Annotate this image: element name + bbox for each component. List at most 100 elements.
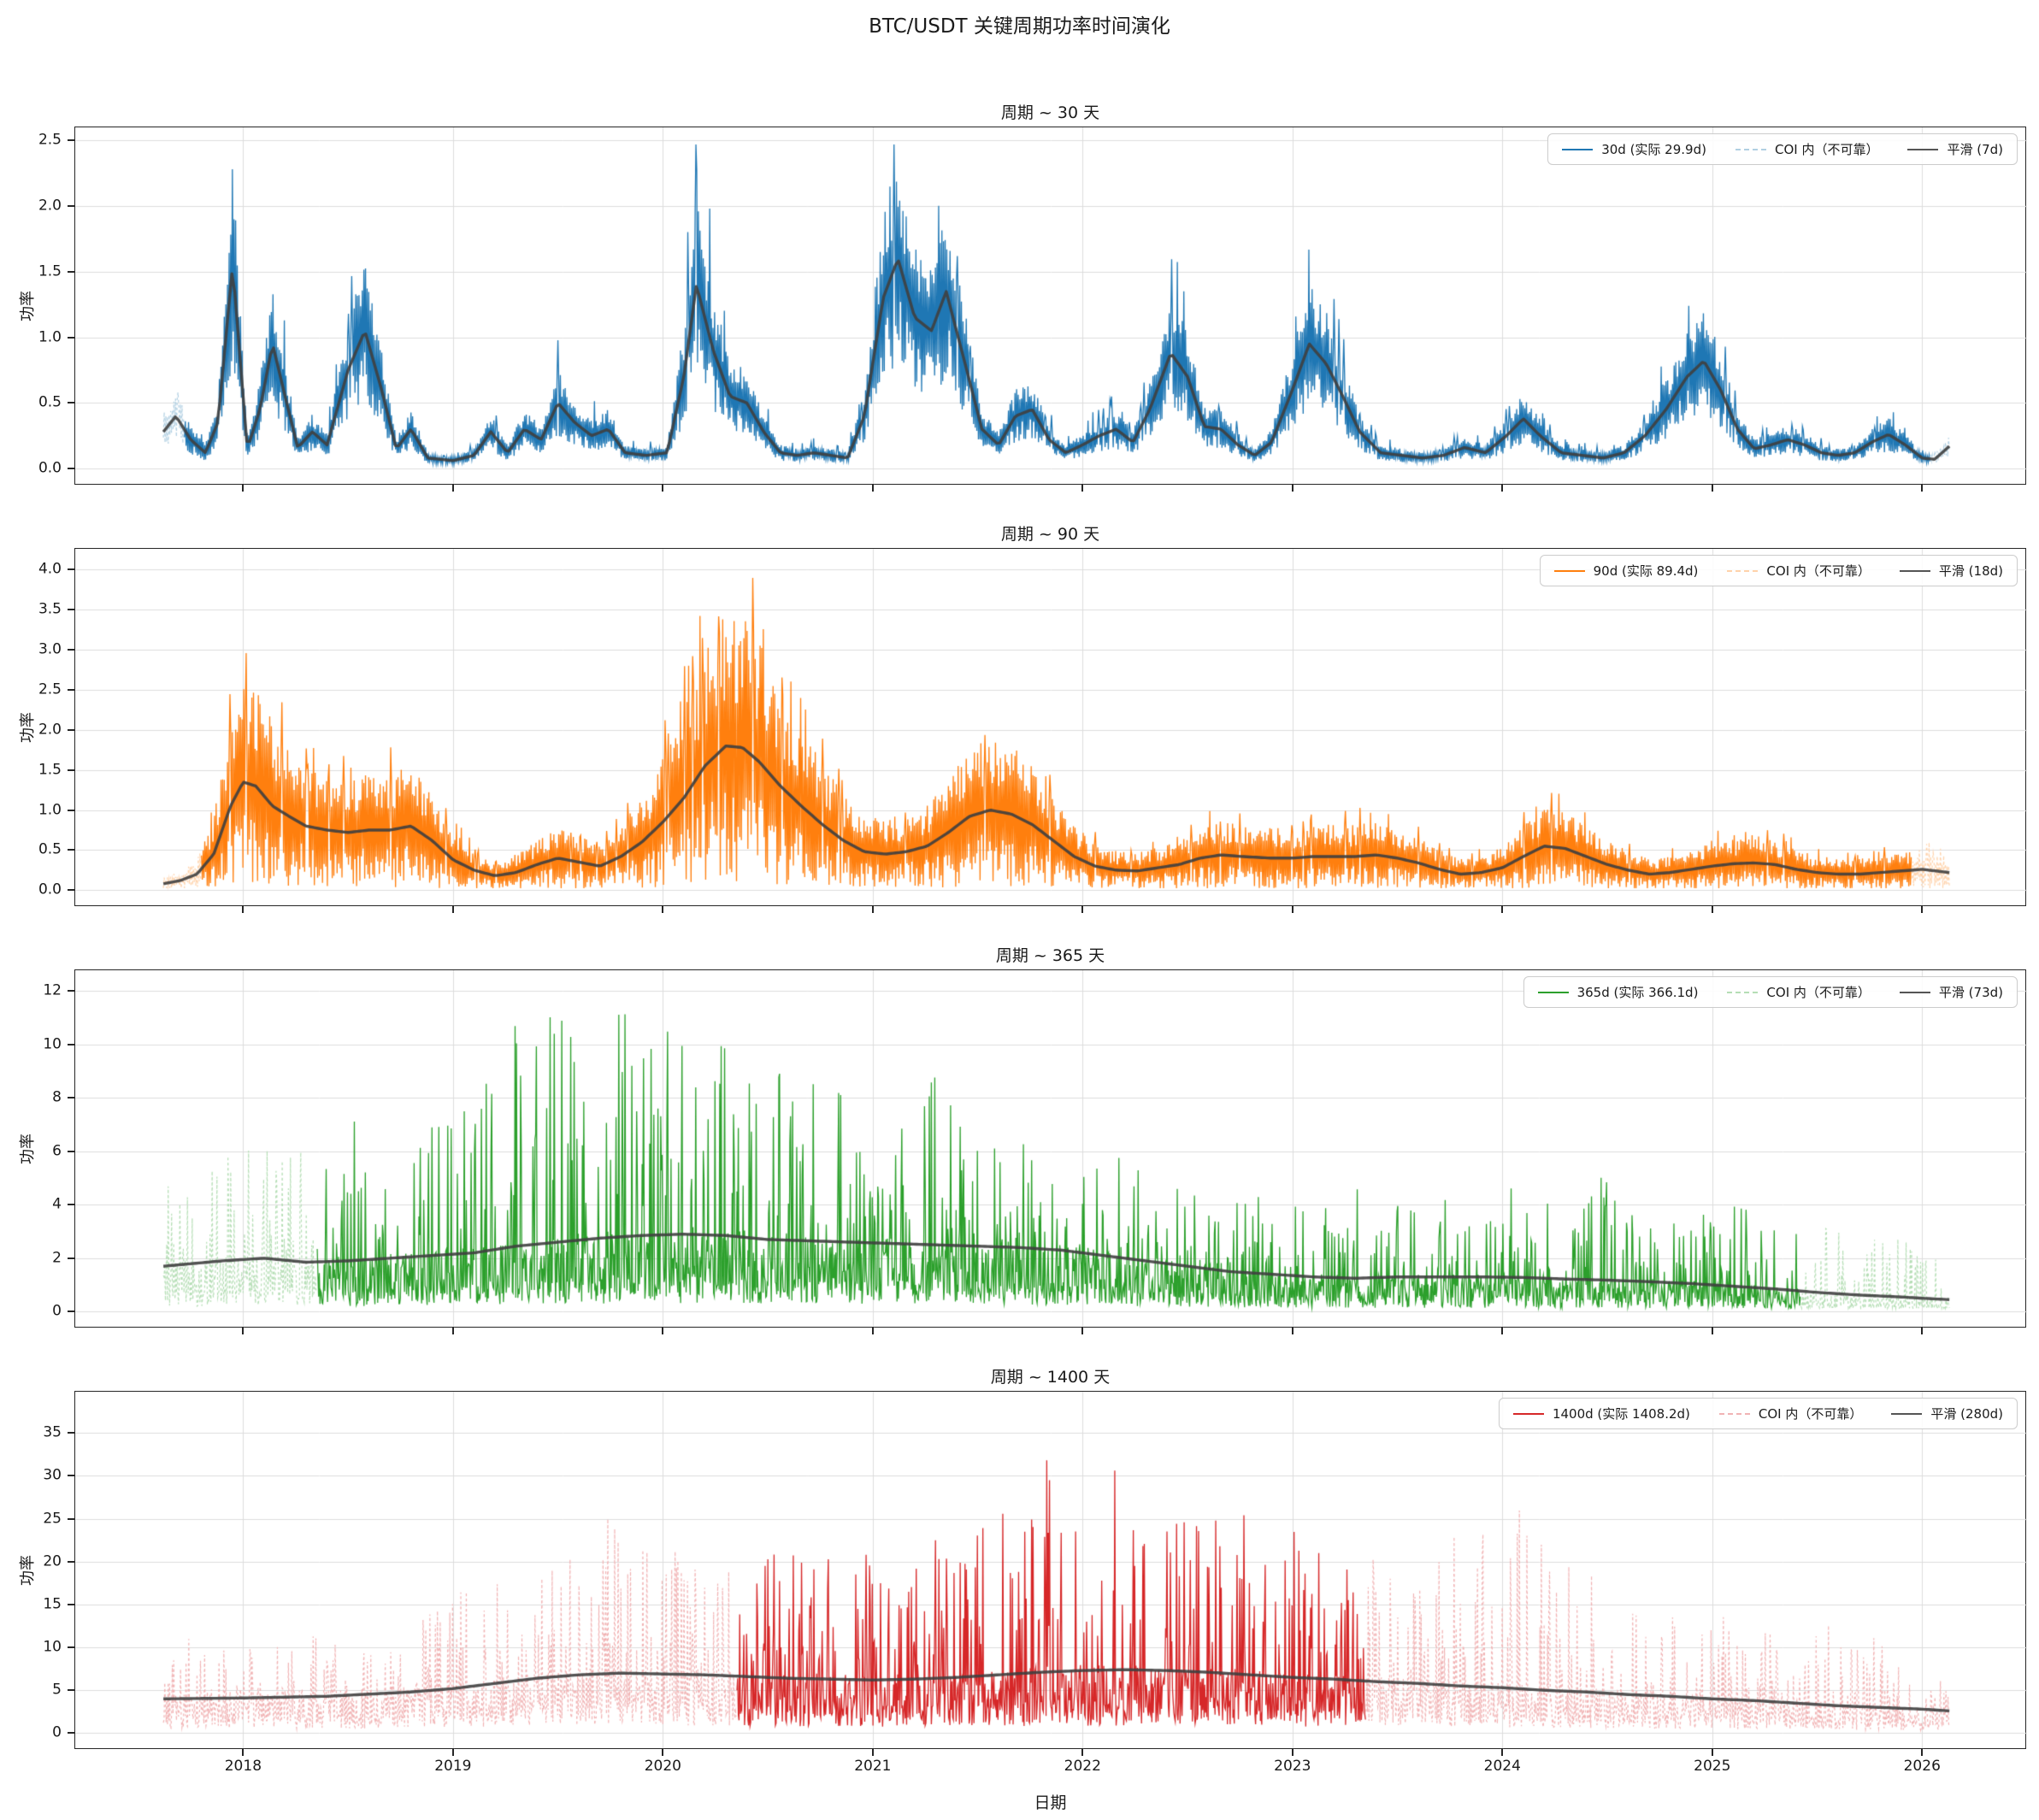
panel-365d: 周期 ~ 365 天 功率 365d (实际 366.1d) COI 内（不可靠）… (19, 946, 2027, 1334)
panel-title-30d: 周期 ~ 30 天 (1000, 103, 1100, 122)
x-tick-mark (1711, 1327, 1713, 1334)
x-tick-mark (1711, 484, 1713, 492)
y-tick-label: 0 (52, 1302, 62, 1320)
y-tick-mark (68, 1603, 75, 1605)
y-tick-mark (68, 1204, 75, 1206)
y-tick-label: 5 (52, 1681, 62, 1699)
x-tick-mark (1081, 905, 1084, 913)
y-tick-mark (68, 1257, 75, 1259)
y-tick-label: 15 (43, 1595, 62, 1613)
legend-label: 365d (实际 366.1d) (1576, 985, 1699, 1000)
y-tick-label: 20 (43, 1552, 62, 1570)
panel-title-90d: 周期 ~ 90 天 (1000, 525, 1100, 544)
x-tick-label: 2021 (854, 1758, 892, 1775)
y-tick-mark (68, 1517, 75, 1520)
plot-area-30d: 30d (实际 29.9d) COI 内（不可靠） 平滑 (7d) 0.0 0.5 1.… (38, 127, 2027, 492)
y-tick-label: 0.5 (38, 840, 62, 858)
y-tick-mark (68, 849, 75, 851)
legend-label: 1400d (实际 1408.2d) (1552, 1406, 1690, 1422)
legend-90d: 90d (实际 89.4d) COI 内（不可靠） 平滑 (18d) (1539, 555, 2018, 586)
legend-label: COI 内（不可靠） (1766, 985, 1871, 1000)
y-tick-label: 1.0 (38, 328, 62, 346)
x-tick-mark (1921, 484, 1924, 492)
y-tick-mark (68, 1689, 75, 1692)
legend-line-sample (1512, 1412, 1544, 1415)
y-tick-label: 12 (43, 981, 62, 999)
y-tick-label: 8 (52, 1088, 62, 1106)
x-tick-mark (1291, 905, 1294, 913)
x-tick-mark (1501, 1748, 1504, 1756)
x-tick-mark (871, 1327, 874, 1334)
y-tick-mark (68, 568, 75, 571)
y-tick-mark (68, 1311, 75, 1313)
y-tick-mark (68, 1043, 75, 1045)
legend-item: 1400d (实际 1408.2d) (1512, 1405, 1690, 1422)
chart-canvas-90d (75, 549, 2027, 907)
x-tick-mark (871, 484, 874, 492)
x-tick-mark (242, 1327, 245, 1334)
x-tick-mark (662, 1327, 664, 1334)
x-tick-label: 2023 (1274, 1758, 1311, 1775)
x-tick-mark (1081, 1748, 1084, 1756)
x-tick-mark (1291, 484, 1294, 492)
legend-label: COI 内（不可靠） (1766, 563, 1871, 579)
x-tick-label: 2026 (1903, 1758, 1941, 1775)
x-tick-mark (1921, 1748, 1924, 1756)
x-tick-mark (451, 1327, 454, 1334)
legend-item: COI 内（不可靠） (1735, 140, 1878, 158)
legend-line-sample (1553, 569, 1585, 572)
y-tick-mark (68, 336, 75, 339)
legend-line-sample (1562, 148, 1594, 150)
x-tick-mark (1291, 1748, 1294, 1756)
y-tick-label: 2.5 (38, 680, 62, 698)
legend-item: 365d (实际 366.1d) (1537, 983, 1699, 1001)
y-tick-mark (68, 139, 75, 142)
y-tick-mark (68, 1432, 75, 1434)
plot-area-365d: 365d (实际 366.1d) COI 内（不可靠） 平滑 (73d) 0 2 4 6 8… (43, 969, 2027, 1334)
y-tick-mark (68, 769, 75, 771)
y-tick-mark (68, 270, 75, 273)
x-tick-mark (1711, 905, 1713, 913)
legend-item: 平滑 (18d) (1899, 562, 2003, 580)
figure-title: BTC/USDT 关键周期功率时间演化 (869, 15, 1170, 38)
x-axis-label: 日期 (1034, 1793, 1067, 1812)
y-tick-mark (68, 809, 75, 811)
legend-line-sample (1537, 991, 1569, 993)
legend-365d: 365d (实际 366.1d) COI 内（不可靠） 平滑 (73d) (1523, 976, 2018, 1008)
legend-item: COI 内（不可靠） (1727, 562, 1871, 580)
chart-canvas-30d (75, 127, 2027, 486)
x-tick-mark (1501, 905, 1504, 913)
y-tick-mark (68, 1560, 75, 1563)
x-tick-mark (662, 1748, 664, 1756)
x-tick-mark (242, 905, 245, 913)
legend-line-sample (1727, 569, 1759, 572)
x-tick-mark (1081, 484, 1084, 492)
y-tick-label: 0.5 (38, 393, 62, 411)
x-tick-label: 2018 (224, 1758, 262, 1775)
chart-canvas-1400d (75, 1392, 2027, 1750)
panel-30d: 周期 ~ 30 天 功率 30d (实际 29.9d) COI 内（不可靠） 平滑 … (19, 103, 2027, 492)
y-axis-label: 功率 (19, 1133, 37, 1164)
legend-item: 平滑 (73d) (1899, 983, 2003, 1001)
x-tick-label: 2025 (1694, 1758, 1731, 1775)
chart-canvas-365d (75, 970, 2027, 1328)
y-tick-mark (68, 1646, 75, 1649)
y-axis-label: 功率 (19, 290, 37, 321)
x-tick-mark (662, 484, 664, 492)
x-tick-label: 2020 (644, 1758, 681, 1775)
plot-area-90d: 90d (实际 89.4d) COI 内（不可靠） 平滑 (18d) 0.0 0.5 1… (38, 548, 2027, 913)
y-tick-mark (68, 889, 75, 892)
panel-title-1400d: 周期 ~ 1400 天 (990, 1368, 1111, 1387)
legend-item: 90d (实际 89.4d) (1553, 562, 1698, 580)
legend-item: 平滑 (7d) (1907, 140, 2003, 158)
legend-line-sample (1727, 991, 1759, 993)
y-tick-label: 25 (43, 1510, 62, 1528)
y-tick-label: 4.0 (38, 560, 62, 578)
legend-30d: 30d (实际 29.9d) COI 内（不可靠） 平滑 (7d) (1547, 133, 2018, 165)
x-tick-mark (1501, 1327, 1504, 1334)
y-tick-label: 3.0 (38, 640, 62, 658)
legend-label: 平滑 (73d) (1938, 985, 2003, 1000)
y-axis-label: 功率 (19, 711, 37, 743)
x-tick-mark (871, 905, 874, 913)
